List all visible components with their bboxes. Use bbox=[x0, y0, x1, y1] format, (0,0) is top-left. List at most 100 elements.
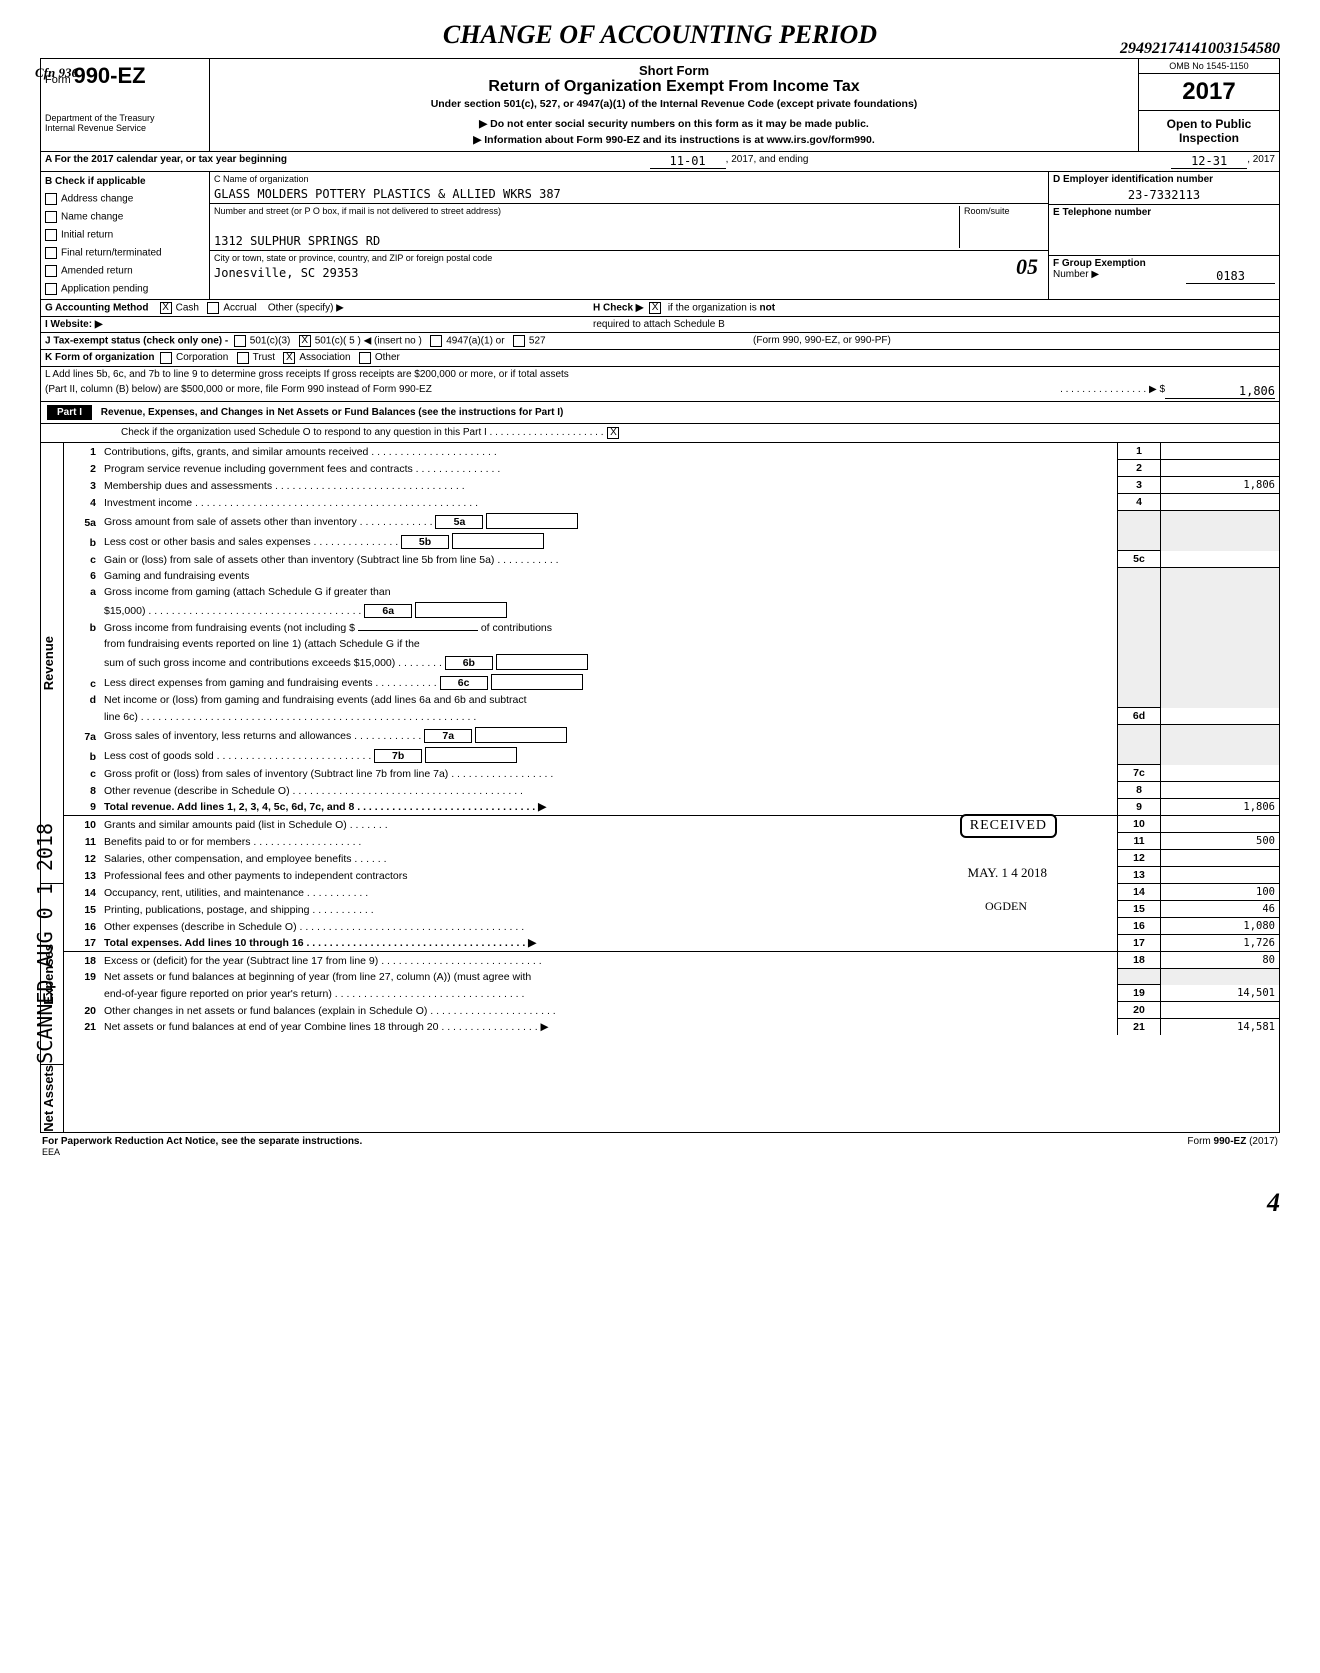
ln-6d-v bbox=[1161, 708, 1280, 725]
ln-7a-n: 7a bbox=[64, 725, 100, 745]
ln-6b-t: Gross income from fundraising events (no… bbox=[100, 620, 1118, 636]
netassets-vert-label: Net Assets bbox=[41, 1065, 63, 1132]
received-org: OGDEN bbox=[985, 899, 1027, 914]
check-accrual[interactable] bbox=[207, 302, 219, 314]
ln-13-rn: 13 bbox=[1118, 867, 1161, 884]
ln-6d-rn: 6d bbox=[1118, 708, 1161, 725]
check-assoc[interactable]: X bbox=[283, 352, 295, 364]
ln-4-n: 4 bbox=[64, 494, 100, 511]
ln-6c-t: Less direct expenses from gaming and fun… bbox=[100, 672, 1118, 692]
ln-13-v bbox=[1161, 867, 1280, 884]
check-cash[interactable]: X bbox=[160, 302, 172, 314]
ln-16-t: Other expenses (describe in Schedule O) … bbox=[100, 918, 1118, 935]
ln-6c-box: 6c bbox=[440, 676, 488, 690]
check-527[interactable] bbox=[513, 335, 525, 347]
ln-6a-box: 6a bbox=[364, 604, 412, 618]
ln-7c-n: c bbox=[64, 765, 100, 782]
check-other-org[interactable] bbox=[359, 352, 371, 364]
check-schedule-o[interactable]: X bbox=[607, 427, 619, 439]
ln-6c-n: c bbox=[64, 672, 100, 692]
ln-7a-val[interactable] bbox=[475, 727, 567, 743]
check-h[interactable]: X bbox=[649, 302, 661, 314]
omb-number: OMB No 1545-1150 bbox=[1139, 59, 1279, 74]
received-date: MAY. 1 4 2018 bbox=[968, 865, 1047, 881]
check-final-return[interactable] bbox=[45, 247, 57, 259]
row-i: I Website: ▶ required to attach Schedule… bbox=[41, 317, 1279, 333]
check-501c3[interactable] bbox=[234, 335, 246, 347]
ln-6d-n: d bbox=[64, 692, 100, 708]
ln-5b-n: b bbox=[64, 531, 100, 551]
b-opt-4: Amended return bbox=[61, 266, 133, 277]
ln-10-v bbox=[1161, 816, 1280, 833]
g-other: Other (specify) ▶ bbox=[268, 303, 344, 314]
ln-1-rn: 1 bbox=[1118, 443, 1161, 460]
ln-21-v: 14,581 bbox=[1161, 1019, 1280, 1036]
ln-5b-box: 5b bbox=[401, 535, 449, 549]
lines-table: 1 Contributions, gifts, grants, and simi… bbox=[64, 443, 1279, 1035]
ln-11-v: 500 bbox=[1161, 833, 1280, 850]
check-address-change[interactable] bbox=[45, 193, 57, 205]
j-opt-2: 4947(a)(1) or bbox=[446, 336, 504, 347]
ln-5a-val[interactable] bbox=[486, 513, 578, 529]
check-4947[interactable] bbox=[430, 335, 442, 347]
ln-5c-t: Gain or (loss) from sale of assets other… bbox=[100, 551, 1118, 568]
part1-check-text: Check if the organization used Schedule … bbox=[121, 427, 603, 439]
j-opt-0: 501(c)(3) bbox=[250, 336, 291, 347]
ln-20-rn: 20 bbox=[1118, 1002, 1161, 1019]
expenses-vert-label: Expenses bbox=[41, 944, 63, 1005]
ln-2-n: 2 bbox=[64, 460, 100, 477]
form-990ez: Cfn 936 Form 990-EZ Department of the Tr… bbox=[40, 58, 1280, 1133]
ln-9-t: Total revenue. Add lines 1, 2, 3, 4, 5c,… bbox=[100, 799, 1118, 816]
ln-19-rn: 19 bbox=[1118, 985, 1161, 1002]
check-app-pending[interactable] bbox=[45, 283, 57, 295]
ln-2-t: Program service revenue including govern… bbox=[100, 460, 1118, 477]
h-text: if the organization is not bbox=[668, 303, 775, 314]
ln-9-v: 1,806 bbox=[1161, 799, 1280, 816]
ln-6b-t4: sum of such gross income and contributio… bbox=[100, 652, 1118, 672]
ln-6c-val[interactable] bbox=[491, 674, 583, 690]
ln-5b-val[interactable] bbox=[452, 533, 544, 549]
subtitle-2: ▶ Do not enter social security numbers o… bbox=[214, 118, 1134, 130]
check-initial-return[interactable] bbox=[45, 229, 57, 241]
ln-7b-val[interactable] bbox=[425, 747, 517, 763]
d-val: 23-7332113 bbox=[1053, 188, 1275, 202]
footer-eea: EEA bbox=[42, 1147, 60, 1157]
ln-6b-box: 6b bbox=[445, 656, 493, 670]
ln-12-n: 12 bbox=[64, 850, 100, 867]
check-501c[interactable]: X bbox=[299, 335, 311, 347]
col-c: C Name of organization GLASS MOLDERS POT… bbox=[210, 172, 1049, 299]
ln-17-v: 1,726 bbox=[1161, 935, 1280, 952]
ln-14-v: 100 bbox=[1161, 884, 1280, 901]
l-arrow: . . . . . . . . . . . . . . . . ▶ $ bbox=[432, 384, 1165, 399]
row-g-h: G Accounting Method XCash Accrual Other … bbox=[41, 300, 1279, 317]
h-text2: required to attach Schedule B bbox=[593, 319, 725, 330]
l-val: 1,806 bbox=[1165, 384, 1275, 399]
ln-6a-n: a bbox=[64, 584, 100, 600]
part1-header: Part I Revenue, Expenses, and Changes in… bbox=[41, 401, 1279, 424]
check-amended[interactable] bbox=[45, 265, 57, 277]
c-label: C Name of organization bbox=[214, 174, 1044, 184]
ln-6a-val[interactable] bbox=[415, 602, 507, 618]
ln-3-n: 3 bbox=[64, 477, 100, 494]
ln-10-t: Grants and similar amounts paid (list in… bbox=[100, 816, 1118, 833]
b-opt-2: Initial return bbox=[61, 230, 113, 241]
ln-15-t: Printing, publications, postage, and shi… bbox=[100, 901, 1118, 918]
ln-18-t: Excess or (deficit) for the year (Subtra… bbox=[100, 952, 1118, 969]
ln-16-v: 1,080 bbox=[1161, 918, 1280, 935]
ln-10-rn: 10 bbox=[1118, 816, 1161, 833]
ln-21-n: 21 bbox=[64, 1019, 100, 1036]
f-label: F Group Exemption bbox=[1053, 258, 1275, 269]
k-opt-1: Trust bbox=[253, 352, 275, 364]
ln-20-v bbox=[1161, 1002, 1280, 1019]
check-corp[interactable] bbox=[160, 352, 172, 364]
check-trust[interactable] bbox=[237, 352, 249, 364]
ln-21-rn: 21 bbox=[1118, 1019, 1161, 1036]
check-name-change[interactable] bbox=[45, 211, 57, 223]
open-public: Open to Public Inspection bbox=[1139, 111, 1279, 151]
ln-1-v bbox=[1161, 443, 1280, 460]
ln-15-n: 15 bbox=[64, 901, 100, 918]
ln-6b-val[interactable] bbox=[496, 654, 588, 670]
a-end: 12-31 bbox=[1171, 154, 1247, 169]
ln-8-t: Other revenue (describe in Schedule O) .… bbox=[100, 782, 1118, 799]
ln-5a-t: Gross amount from sale of assets other t… bbox=[100, 511, 1118, 531]
